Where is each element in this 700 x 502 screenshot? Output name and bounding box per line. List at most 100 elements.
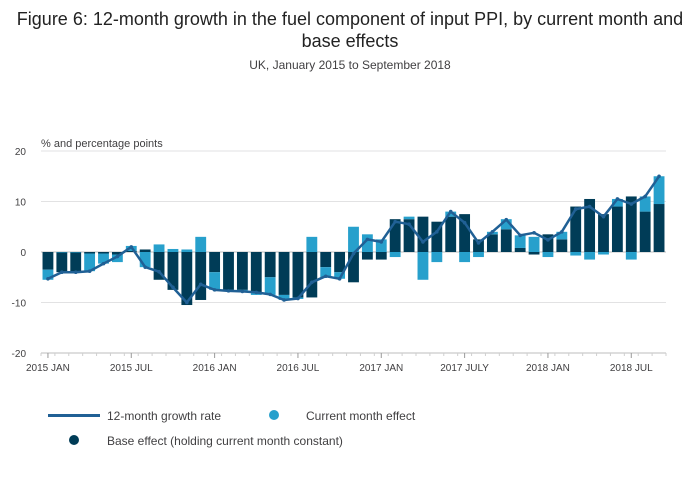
growth-rate-point	[351, 251, 356, 256]
axes: 20 10 0 -10 -20 2015 JAN 2015 JUL 2016 JAN 2016 …	[12, 147, 667, 374]
current-month-bar	[403, 216, 415, 220]
current-month-bar	[417, 252, 429, 280]
x-tick-label: 2015 JUL	[110, 363, 153, 374]
legend-line-swatch	[48, 414, 100, 417]
current-month-bar	[348, 226, 359, 252]
current-month-bar	[70, 252, 82, 253]
base-effect-bar	[209, 252, 221, 273]
base-effect-bar	[153, 252, 165, 280]
growth-rate-point	[268, 292, 272, 297]
base-effect-bar	[139, 249, 151, 252]
growth-rate-point	[212, 288, 217, 292]
base-effect-bar	[125, 250, 137, 252]
base-effect-bar	[556, 239, 568, 252]
base-effect-bar	[250, 252, 262, 293]
x-tick-label: 2016 JAN	[193, 363, 237, 374]
base-effect-bar	[98, 252, 109, 254]
current-month-bar	[56, 252, 68, 253]
base-effect-bar	[56, 252, 68, 273]
growth-rate-point	[462, 220, 467, 225]
y-tick-label: -10	[12, 299, 27, 310]
current-month-bar	[361, 234, 373, 252]
current-month-bar	[389, 252, 401, 258]
current-month-bar	[598, 252, 609, 255]
growth-rate-point	[226, 289, 231, 293]
current-month-bar	[556, 231, 568, 240]
base-effect-bar	[459, 214, 471, 252]
x-tick-label: 2017 JAN	[359, 363, 403, 374]
base-effect-bar	[417, 216, 429, 252]
growth-rate-point	[546, 238, 550, 242]
current-month-bar	[570, 252, 582, 256]
growth-rate-point	[143, 265, 147, 269]
legend-base-swatch	[69, 435, 79, 445]
growth-rate-point	[532, 231, 536, 235]
growth-rate-point	[393, 219, 397, 224]
growth-rate-point	[171, 285, 175, 290]
growth-rate-point	[601, 214, 606, 219]
growth-rate-point	[337, 276, 342, 281]
base-effect-bar	[334, 252, 346, 273]
current-month-bar	[195, 236, 207, 252]
growth-rate-point	[657, 174, 661, 179]
base-effect-bar	[306, 252, 318, 298]
y-tick-label: 0	[20, 248, 26, 259]
current-month-bar	[42, 269, 54, 280]
growth-rate-point	[46, 276, 50, 281]
base-effect-bar	[181, 252, 193, 306]
base-effect-bar	[195, 252, 207, 300]
x-tick-label: 2016 JUL	[277, 363, 320, 374]
current-month-bar	[181, 249, 193, 252]
growth-rate-point	[476, 241, 481, 245]
growth-rate-point	[573, 207, 578, 211]
current-month-bar	[528, 236, 540, 252]
growth-rate-point	[407, 222, 411, 227]
current-month-bar	[306, 236, 318, 252]
growth-rate-point	[240, 289, 245, 294]
growth-rate-point	[587, 204, 592, 209]
growth-rate-point	[60, 270, 64, 275]
current-month-bar	[625, 252, 637, 260]
base-effect-bar	[584, 198, 596, 252]
growth-rate-point	[282, 298, 286, 302]
growth-rate-point	[323, 274, 328, 279]
growth-rate-point	[643, 194, 647, 199]
growth-rate-point	[73, 270, 78, 275]
current-month-bar	[611, 198, 623, 207]
base-effect-bar	[542, 234, 554, 252]
current-month-bar	[459, 252, 471, 263]
base-effect-bar	[403, 219, 415, 252]
base-effect-bar	[320, 252, 332, 268]
current-month-bar	[278, 294, 290, 300]
current-month-bar	[584, 252, 596, 260]
base-effect-bar	[361, 252, 373, 260]
base-effect-bar	[445, 216, 457, 252]
base-effect-bar	[278, 252, 290, 295]
growth-rate-point	[101, 261, 106, 266]
legend-base-label: Base effect (holding current month const…	[107, 434, 343, 448]
current-month-bar	[500, 219, 512, 230]
y-tick-label: -20	[12, 349, 27, 360]
growth-rate-point	[310, 280, 314, 285]
growth-rate-point	[87, 269, 92, 273]
base-effect-bar	[389, 219, 401, 252]
growth-rate-point	[615, 197, 620, 201]
growth-rate-point	[296, 296, 300, 301]
current-month-bar	[320, 267, 332, 278]
current-month-bar	[473, 252, 484, 258]
current-month-bar	[139, 252, 151, 268]
growth-rate-point	[365, 237, 370, 242]
x-tick-label: 2015 JAN	[26, 363, 70, 374]
base-effect-bar	[653, 204, 665, 252]
base-effect-bar	[528, 252, 540, 255]
legend-current-label: Current month effect	[306, 409, 416, 423]
current-month-bar	[264, 277, 276, 295]
growth-rate-point	[198, 282, 203, 287]
current-month-bar	[445, 211, 457, 217]
y-tick-label: 20	[15, 147, 27, 158]
base-effect-bar	[611, 206, 623, 252]
base-effect-bar	[598, 214, 609, 252]
growth-rate-point	[129, 245, 134, 249]
base-effect-bar	[167, 252, 179, 290]
